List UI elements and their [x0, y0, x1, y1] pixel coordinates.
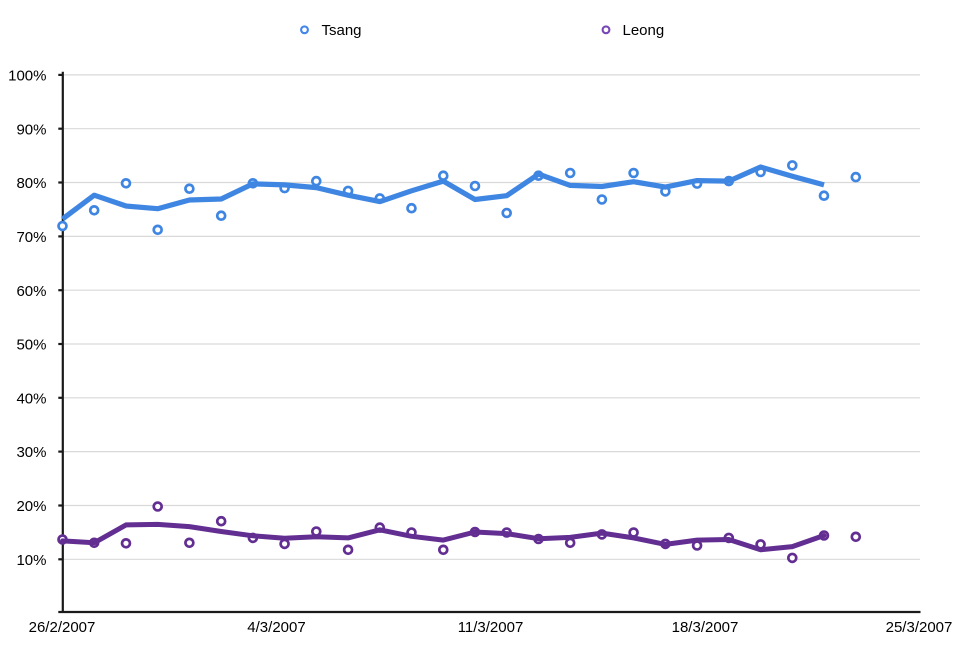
svg-text:20%: 20%	[16, 498, 46, 515]
svg-text:4/3/2007: 4/3/2007	[247, 619, 305, 636]
svg-text:100%: 100%	[8, 68, 46, 85]
svg-text:25/3/2007: 25/3/2007	[886, 619, 953, 636]
svg-text:11/3/2007: 11/3/2007	[458, 619, 524, 636]
svg-text:40%: 40%	[16, 390, 46, 407]
svg-text:90%: 90%	[16, 121, 46, 138]
svg-text:60%: 60%	[16, 283, 46, 300]
svg-text:Tsang: Tsang	[322, 22, 362, 39]
svg-text:80%: 80%	[16, 175, 46, 192]
svg-text:18/3/2007: 18/3/2007	[672, 619, 739, 636]
svg-text:26/2/2007: 26/2/2007	[29, 619, 96, 636]
svg-text:70%: 70%	[16, 229, 46, 246]
svg-text:50%: 50%	[16, 337, 46, 354]
svg-text:30%: 30%	[16, 444, 46, 461]
svg-text:Leong: Leong	[623, 22, 665, 39]
svg-text:10%: 10%	[16, 552, 46, 569]
